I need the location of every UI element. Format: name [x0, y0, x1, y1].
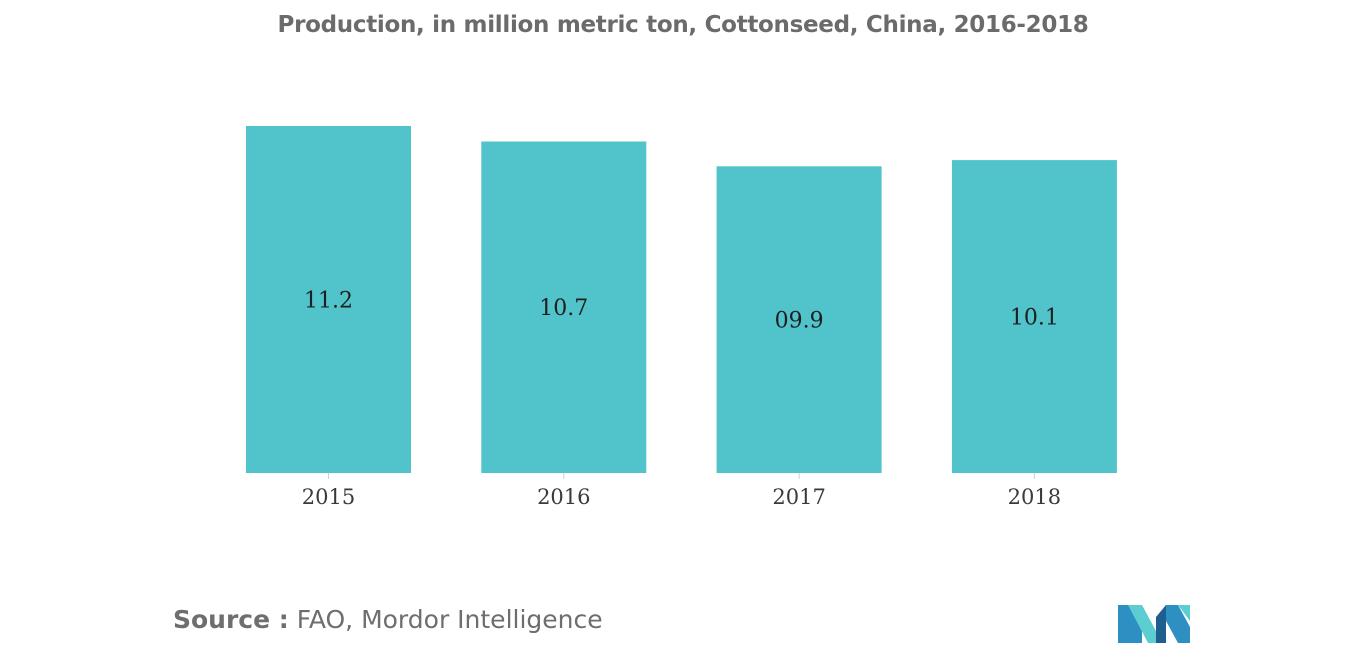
x-tick-label-2017: 2017 [772, 485, 825, 509]
mordor-intelligence-logo-icon [1118, 605, 1190, 643]
x-tick-label-2016: 2016 [537, 485, 590, 509]
bar-2015 [246, 126, 411, 473]
bar-2017 [716, 166, 882, 474]
source-note: Source : FAO, Mordor Intelligence [173, 605, 603, 634]
x-tick-label-2015: 2015 [302, 485, 355, 509]
data-labels-group: 11.2 10.7 09.9 10.1 [304, 289, 1059, 334]
bar-2018 [951, 160, 1117, 473]
data-label-2015: 11.2 [304, 289, 353, 314]
source-text: FAO, Mordor Intelligence [296, 605, 603, 634]
chart-title: Production, in million metric ton, Cotto… [277, 12, 1089, 38]
data-label-2017: 09.9 [775, 309, 824, 334]
x-axis-ticks-group: 2015 2016 2017 2018 [302, 473, 1061, 509]
data-label-2018: 10.1 [1010, 306, 1059, 331]
source-prefix: Source : [173, 605, 289, 634]
bars-group [246, 126, 1117, 474]
data-label-2016: 10.7 [539, 296, 588, 321]
bar-2016 [481, 141, 647, 473]
x-tick-label-2018: 2018 [1008, 485, 1061, 509]
bar-chart: 11.2 10.7 09.9 10.1 2015 2016 2017 2018 [246, 126, 1117, 509]
